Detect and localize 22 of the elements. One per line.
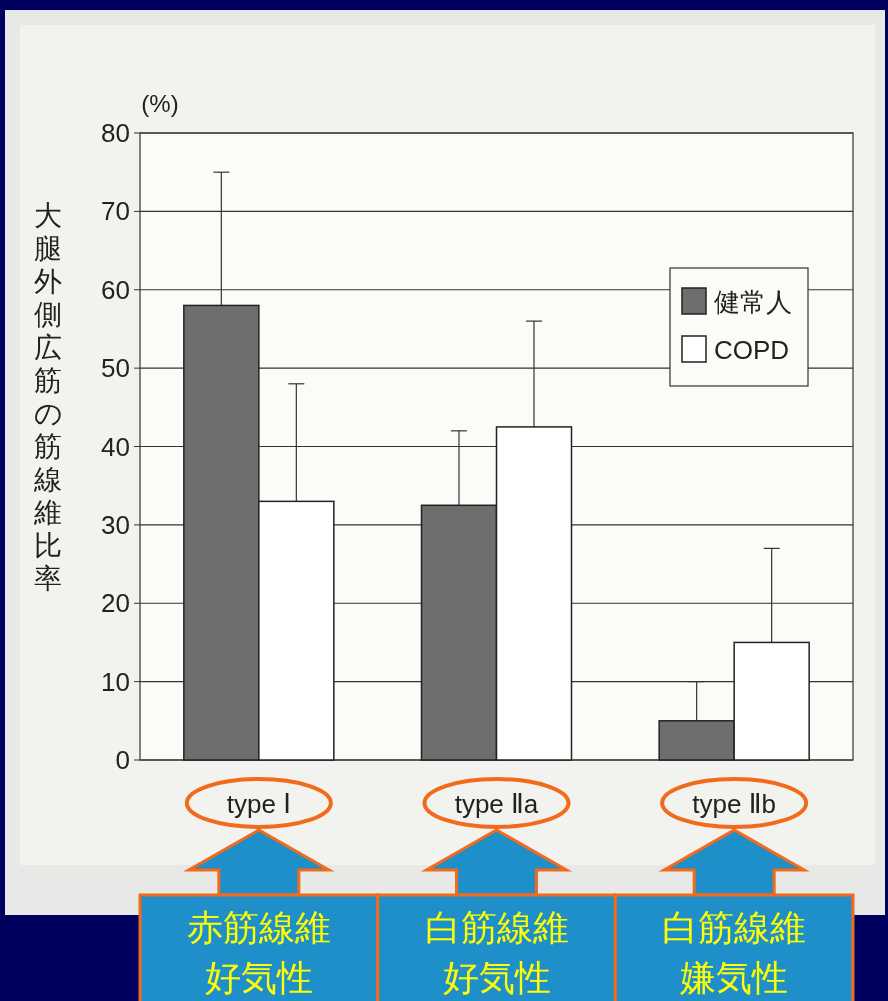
y-tick-label: 30 [101,509,130,540]
text: 好気性 [204,957,313,998]
text: (%) [141,90,179,117]
text: 赤筋線維 [186,907,331,948]
x-tick-label: type Ⅱb [692,789,776,819]
text: 好気性 [442,957,551,998]
y-tick-label: 20 [101,588,130,619]
text: 白筋線維 [424,907,569,948]
y-tick-label: 80 [101,118,130,148]
ylabel: 大腿外側広筋の筋線維比率 [33,200,63,594]
x-tick-label: type Ⅰ [226,789,291,819]
x-tick-label: type Ⅱa [454,789,539,819]
y-tick-label: 40 [101,431,130,462]
y-tick-label: 70 [101,196,130,227]
text: 白筋線維 [662,907,807,948]
legend-label: COPD [714,335,790,365]
y-tick-label: 50 [101,353,130,384]
text: 嫌気性 [680,957,789,998]
y-tick-label: 10 [101,666,130,697]
y-tick-label: 0 [115,745,130,775]
y-tick-label: 60 [101,274,130,305]
legend-label: 健常人 [714,287,792,317]
